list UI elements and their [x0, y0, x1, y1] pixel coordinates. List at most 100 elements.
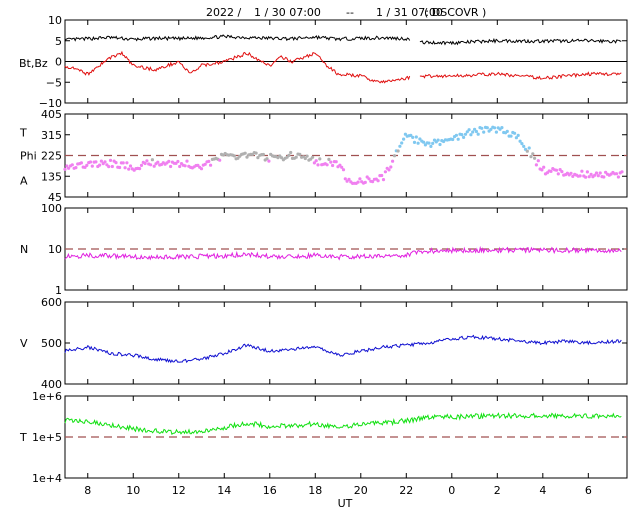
phi-point: [65, 164, 69, 168]
temperature-series-line: [64, 411, 622, 436]
phi-point: [338, 163, 342, 167]
phi-point: [138, 167, 142, 171]
phi-point: [314, 159, 318, 163]
x-tick-label: 22: [399, 484, 413, 497]
phi-point: [185, 159, 189, 163]
phi-point: [598, 171, 602, 175]
phi-point: [232, 154, 236, 158]
phi-point: [245, 155, 249, 159]
phi-point: [203, 162, 207, 166]
phi-point: [571, 174, 575, 178]
phi-point: [380, 173, 384, 178]
speed-ytick-label: 600: [41, 296, 62, 309]
x-tick-label: 20: [354, 484, 368, 497]
phi-point: [139, 163, 144, 167]
phi-point: [391, 159, 395, 163]
phi-point: [199, 167, 204, 171]
density-ytick-label: 100: [41, 202, 62, 215]
phi-point: [471, 130, 475, 134]
phi-point: [334, 160, 338, 164]
phi-point: [396, 149, 400, 153]
phi-point: [412, 140, 417, 144]
phi-point: [94, 160, 98, 164]
phi-point: [482, 130, 486, 134]
phi-point: [585, 170, 590, 174]
phi-point: [127, 167, 131, 171]
phi-point: [209, 163, 213, 167]
magnetic-field-ytick-label: −10: [39, 97, 62, 110]
phi-point: [67, 166, 71, 170]
phi-point: [207, 159, 211, 163]
phi-point: [473, 127, 477, 131]
phi-point: [143, 161, 147, 166]
bz-series-line: [64, 50, 622, 84]
phi-point: [467, 128, 471, 132]
phi-point: [318, 157, 322, 161]
x-tick-label: 16: [263, 484, 277, 497]
phi-point: [616, 175, 621, 179]
temperature-ytick-label: 1e+6: [32, 390, 62, 403]
phi-angle-ytick-label: 315: [41, 129, 62, 142]
phi-point: [289, 150, 293, 155]
phi-point: [327, 157, 331, 161]
phi-point: [367, 177, 371, 181]
magnetic-field-ytick-label: 0: [55, 56, 62, 69]
magnetic-field-ylabel: Bt,Bz: [19, 57, 48, 70]
phi-point: [456, 137, 460, 141]
phi-point: [103, 160, 107, 164]
x-tick-label: 8: [84, 484, 91, 497]
phi-point: [525, 149, 529, 153]
x-tick-label: 12: [172, 484, 186, 497]
phi-point: [494, 130, 498, 134]
speed-series-line: [64, 334, 622, 364]
phi-point: [121, 161, 125, 165]
phi-point: [516, 133, 520, 137]
phi-point: [243, 151, 247, 155]
temperature-ytick-label: 1e+5: [32, 431, 62, 444]
phi-point: [99, 159, 103, 163]
x-tick-label: 6: [585, 484, 592, 497]
phi-point: [265, 157, 269, 161]
phi-point: [409, 133, 413, 137]
phi-point: [169, 164, 173, 169]
phi-point: [480, 126, 484, 130]
phi-point: [280, 156, 284, 160]
phi-point: [602, 175, 606, 179]
phi-point: [578, 174, 582, 178]
phi-point: [463, 132, 468, 136]
phi-point: [303, 156, 307, 161]
phi-point: [500, 126, 504, 130]
phi-point: [74, 166, 78, 170]
phi-point: [125, 161, 129, 165]
phi-point: [462, 135, 466, 139]
header-separator: --: [346, 6, 354, 19]
phi-angle-ytick-label: 45: [48, 191, 62, 204]
magnetic-field-ytick-label: 10: [48, 14, 62, 27]
phi-point: [436, 138, 440, 142]
phi-angle-ylabel-mid: Phi: [20, 150, 37, 163]
phi-point: [392, 154, 397, 158]
phi-point: [331, 163, 335, 168]
phi-point: [123, 166, 127, 170]
phi-point: [254, 151, 258, 155]
phi-point: [454, 133, 458, 137]
phi-point: [316, 163, 320, 167]
x-axis-label: UT: [338, 497, 353, 510]
phi-point: [347, 177, 351, 181]
phi-point: [534, 163, 539, 167]
phi-point: [431, 141, 435, 145]
phi-point: [493, 126, 497, 130]
phi-point: [383, 170, 387, 174]
header-year: 2022 /: [206, 6, 241, 19]
phi-point: [287, 153, 291, 157]
phi-point: [149, 163, 153, 167]
speed-ytick-label: 400: [41, 378, 62, 391]
phi-point: [422, 140, 426, 144]
phi-point: [554, 168, 559, 172]
phi-point: [305, 154, 309, 158]
phi-point: [531, 152, 535, 156]
phi-point: [150, 158, 154, 162]
phi-point: [451, 137, 455, 142]
phi-point: [536, 159, 540, 163]
phi-point: [156, 160, 160, 164]
